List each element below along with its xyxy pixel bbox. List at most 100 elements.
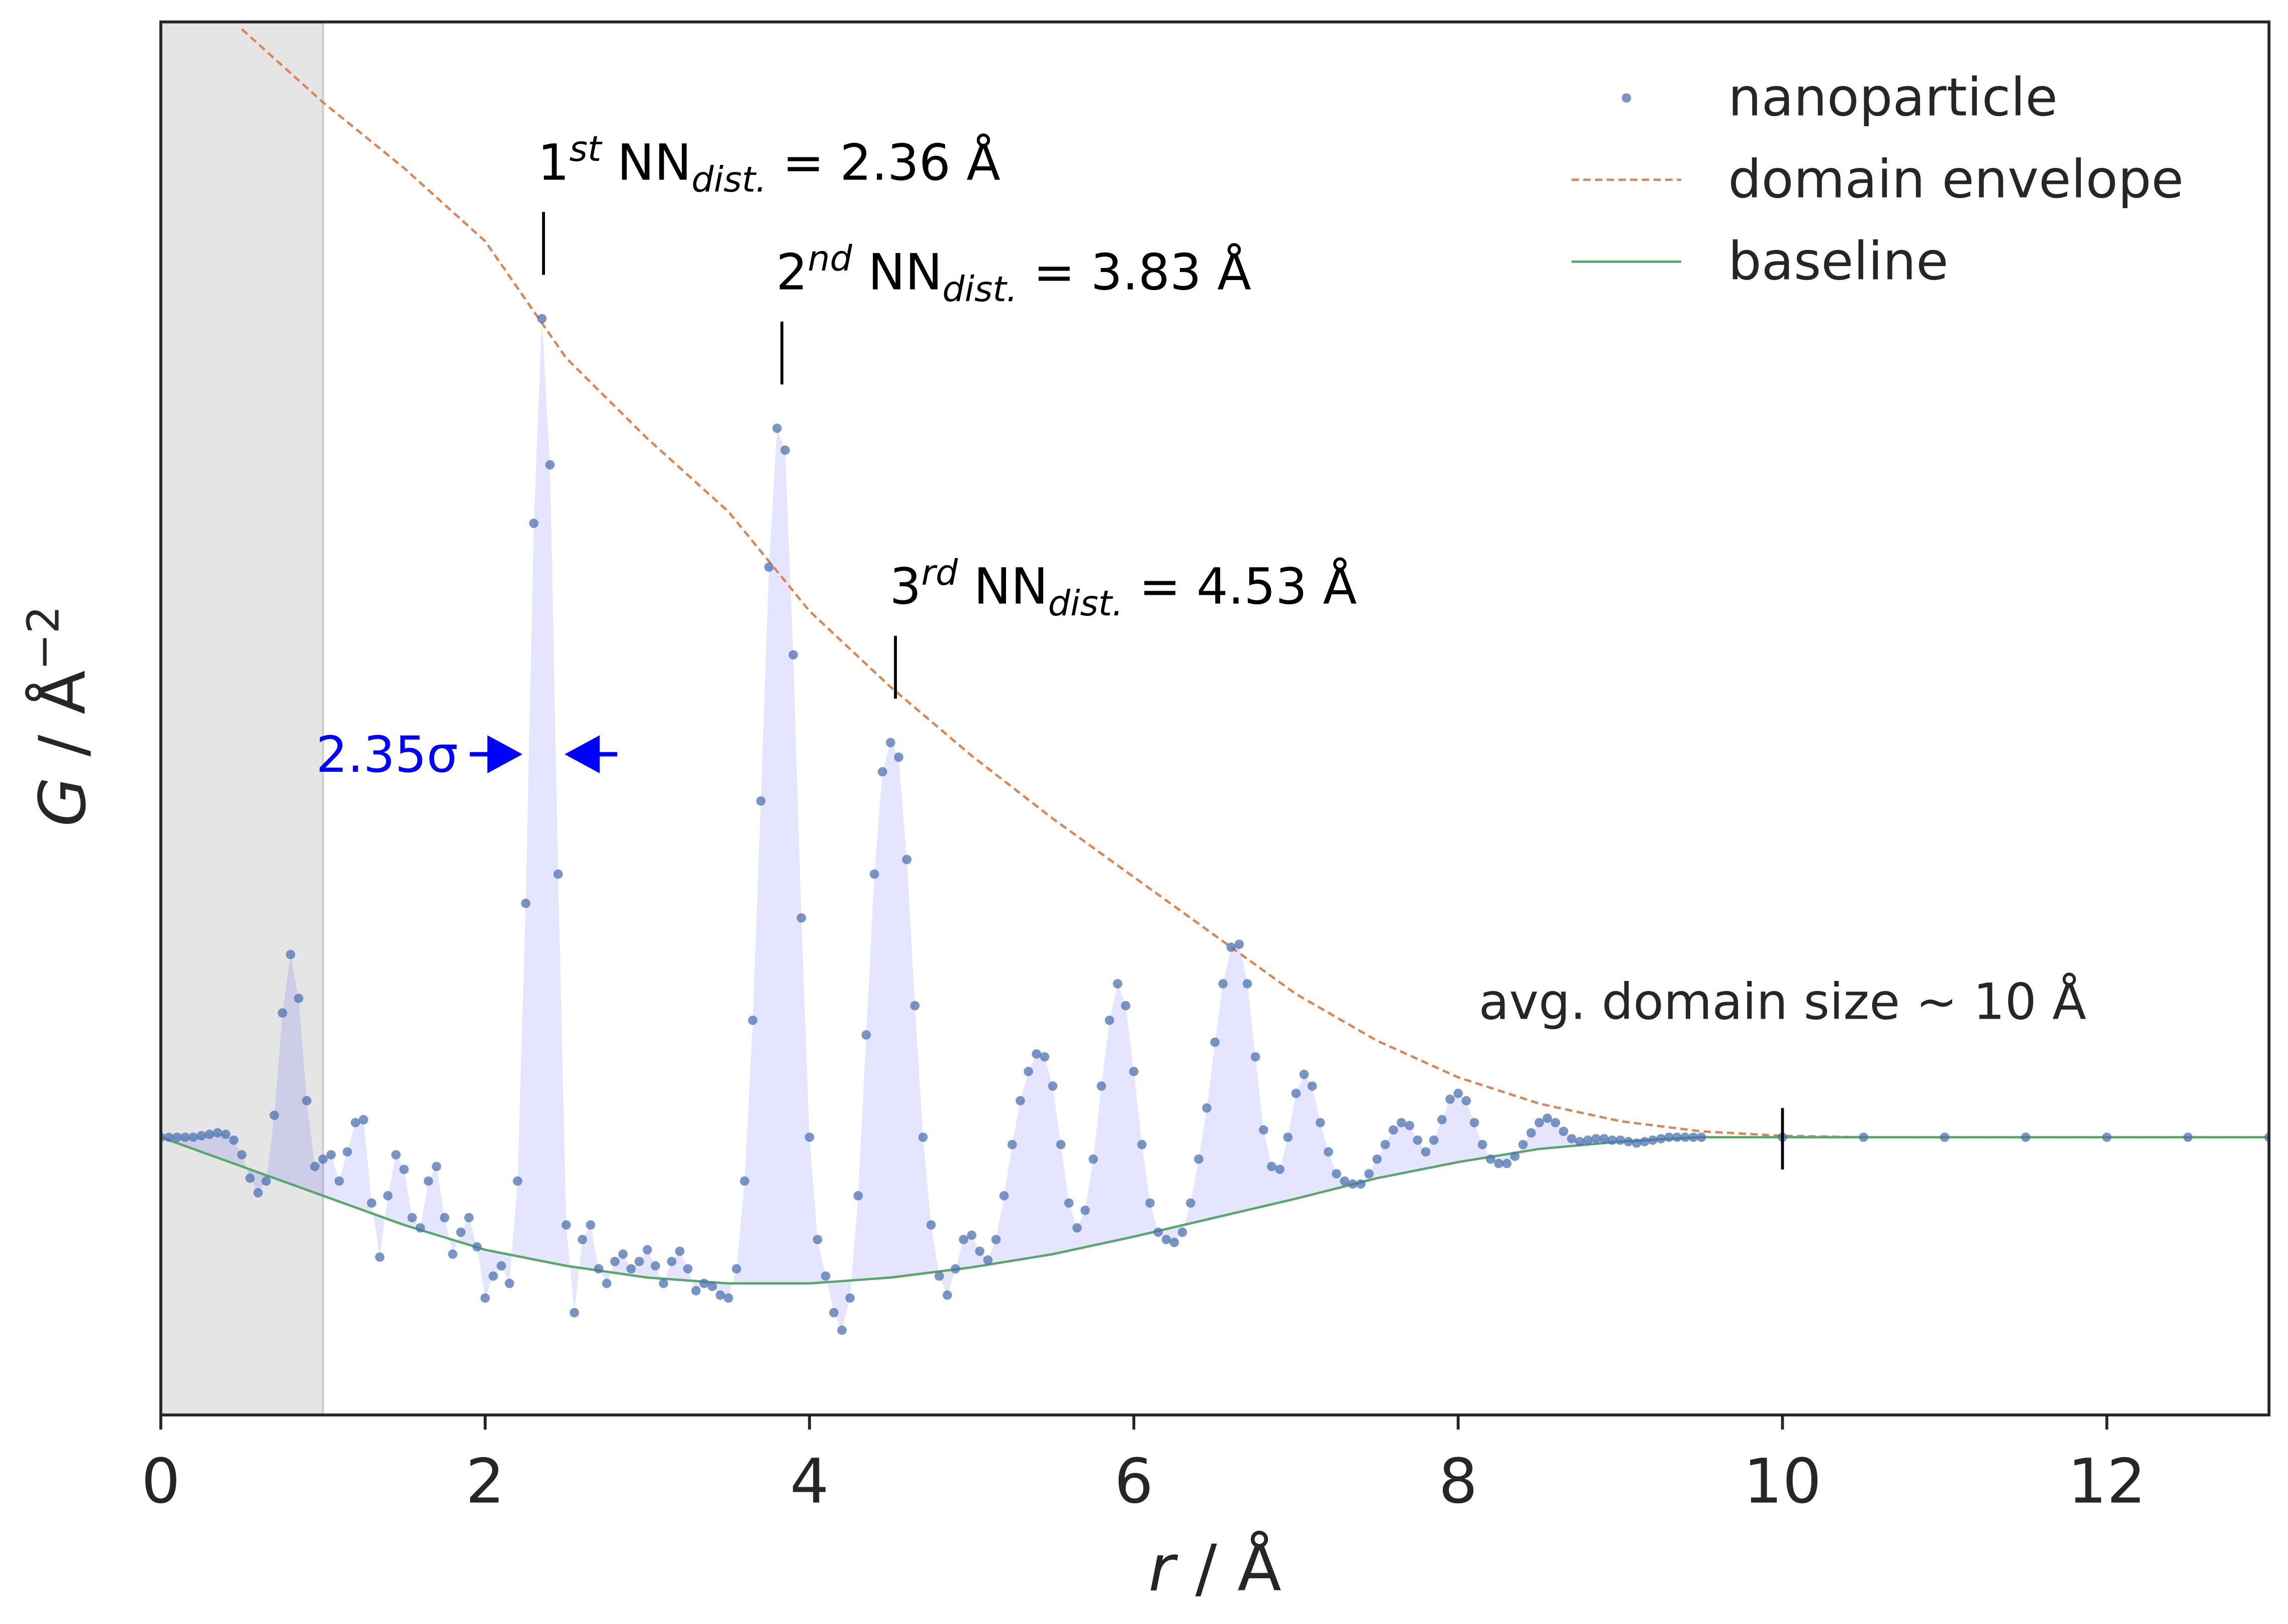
data-point	[756, 796, 766, 806]
data-point	[837, 1325, 847, 1335]
data-point	[1437, 1115, 1447, 1125]
data-point	[399, 1164, 409, 1175]
data-point	[415, 1223, 425, 1233]
data-point	[869, 869, 879, 879]
annotation-suffix: st	[569, 129, 602, 169]
data-point	[1218, 979, 1228, 988]
data-point	[472, 1242, 482, 1252]
data-point	[545, 460, 555, 470]
data-point	[253, 1188, 263, 1198]
annotation-text: 1st NNdist. = 2.36 Å	[537, 129, 1000, 200]
data-point	[1016, 1096, 1025, 1106]
fwhm-arrow-head	[565, 735, 600, 773]
data-point	[172, 1132, 182, 1142]
y-axis-symbol: G	[26, 777, 101, 827]
data-point	[1510, 1151, 1520, 1161]
x-tick-label: 4	[790, 1446, 829, 1517]
data-point	[1380, 1140, 1390, 1149]
data-point	[634, 1256, 644, 1267]
data-point	[448, 1249, 457, 1259]
data-point	[1518, 1140, 1528, 1149]
data-point	[772, 423, 782, 433]
data-point	[1664, 1132, 1674, 1142]
x-axis-unit: / Å	[1175, 1530, 1282, 1606]
data-point	[951, 1264, 960, 1274]
data-point	[1024, 1066, 1033, 1076]
x-tick-label: 6	[1114, 1446, 1153, 1517]
data-point	[643, 1245, 652, 1255]
data-point	[367, 1198, 377, 1208]
data-point	[1356, 1179, 1366, 1189]
data-point	[594, 1264, 604, 1274]
data-point	[740, 1176, 750, 1186]
data-point	[610, 1256, 620, 1267]
data-point	[1064, 1198, 1074, 1208]
data-point	[1559, 1126, 1569, 1136]
data-point	[1177, 1227, 1187, 1237]
data-point	[358, 1115, 369, 1125]
data-point	[278, 1008, 288, 1018]
data-point	[626, 1264, 636, 1274]
data-point	[1080, 1205, 1090, 1215]
data-point	[1324, 1147, 1333, 1157]
data-point	[1056, 1140, 1066, 1149]
data-point	[959, 1235, 968, 1244]
data-point	[1332, 1169, 1341, 1179]
data-point	[1680, 1132, 1690, 1142]
data-point	[999, 1191, 1009, 1201]
data-point	[586, 1220, 595, 1230]
data-point	[1096, 1081, 1107, 1091]
annotation-label: NN	[601, 134, 691, 192]
data-point	[975, 1246, 985, 1256]
data-point	[197, 1131, 206, 1141]
annotation-subscript: dist.	[1048, 583, 1124, 624]
data-point	[350, 1118, 360, 1128]
data-point	[1859, 1132, 1869, 1142]
data-point	[1550, 1118, 1561, 1128]
data-point	[1461, 1096, 1471, 1106]
annotation-value: = 2.36 Å	[767, 134, 1000, 192]
data-point	[1478, 1140, 1488, 1149]
data-point	[991, 1235, 1001, 1244]
data-point	[1623, 1137, 1633, 1146]
data-point	[480, 1293, 490, 1303]
data-point	[1502, 1158, 1512, 1168]
data-point	[261, 1176, 271, 1186]
legend-label: nanoparticle	[1728, 67, 2058, 128]
data-point	[294, 994, 304, 1003]
data-point	[1194, 1154, 1204, 1164]
data-point	[1161, 1235, 1171, 1244]
data-point	[1567, 1134, 1577, 1144]
annotation-suffix: nd	[808, 238, 853, 279]
data-point	[764, 562, 774, 572]
data-point	[1210, 1037, 1220, 1047]
data-point	[2021, 1132, 2031, 1142]
data-point	[1648, 1135, 1658, 1145]
y-axis-exponent: −2	[18, 606, 69, 671]
data-point	[926, 1220, 936, 1230]
data-point	[675, 1246, 685, 1256]
annotation-value: = 3.83 Å	[1018, 244, 1251, 302]
data-point	[561, 1220, 571, 1230]
data-point	[902, 855, 911, 864]
data-point	[1696, 1132, 1706, 1142]
data-point	[488, 1271, 498, 1281]
data-point	[1250, 1052, 1260, 1062]
data-point	[1348, 1179, 1358, 1189]
x-tick-label: 10	[1744, 1446, 1821, 1517]
annotation-suffix: rd	[921, 553, 958, 593]
x-tick-label: 8	[1439, 1446, 1478, 1517]
annotation-value: = 4.53 Å	[1123, 558, 1357, 616]
data-point	[310, 1161, 320, 1171]
data-point	[505, 1279, 514, 1288]
data-point	[1372, 1154, 1382, 1164]
data-point	[1315, 1118, 1325, 1128]
data-point	[748, 1015, 758, 1025]
y-axis-unit: / Å	[25, 670, 101, 777]
data-point	[804, 1132, 814, 1142]
x-axis-symbol: r	[1148, 1531, 1178, 1606]
data-point	[918, 1132, 928, 1142]
data-point	[375, 1252, 385, 1262]
annotation-label: NN	[958, 558, 1048, 616]
